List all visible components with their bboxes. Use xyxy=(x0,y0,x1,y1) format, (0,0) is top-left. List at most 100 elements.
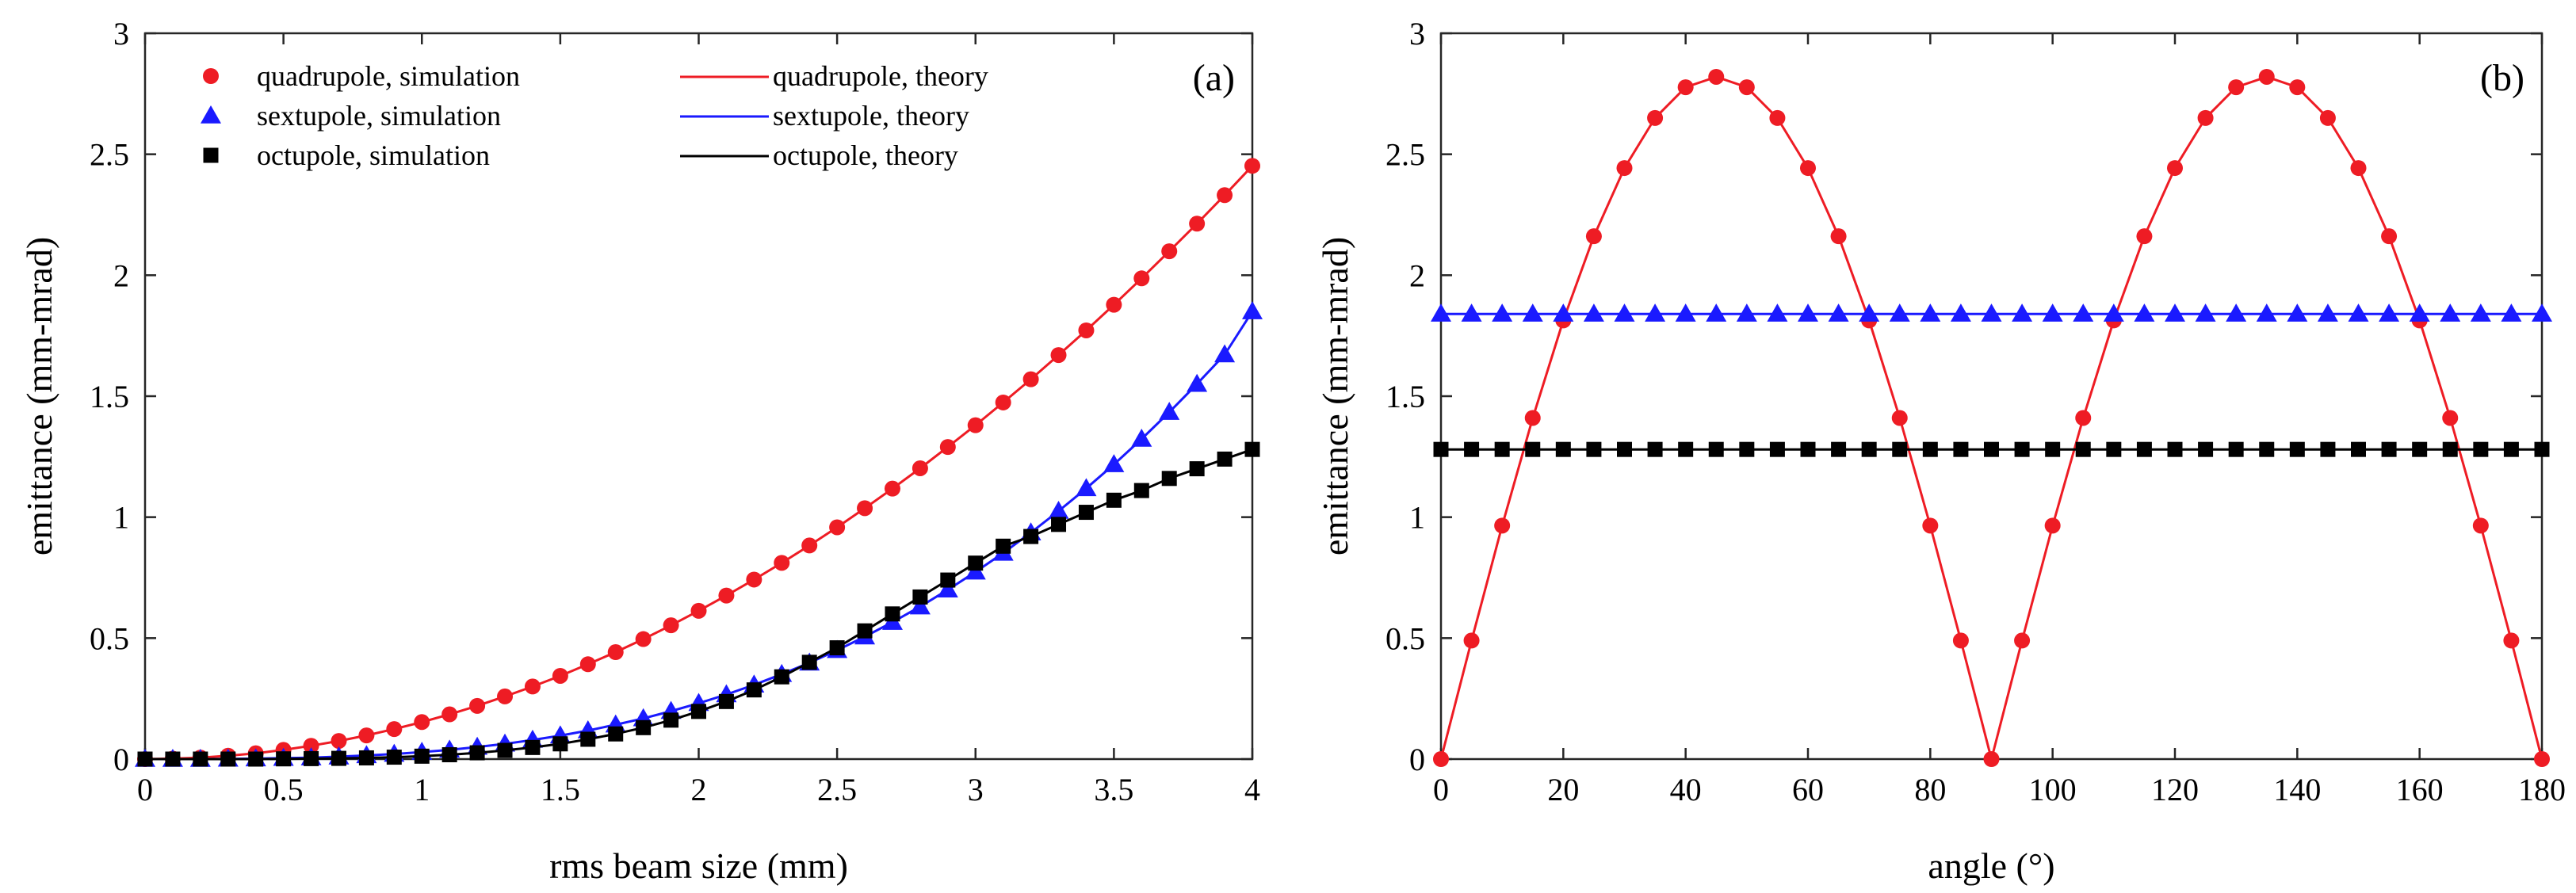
data-point-b-quadrupole-19 xyxy=(2014,632,2031,649)
data-point-b-octupole-17 xyxy=(1953,441,1969,457)
legend-label-a-1: sextupole, simulation xyxy=(257,100,501,132)
data-point-a-quadrupole-8 xyxy=(358,727,375,744)
data-point-a-octupole-19 xyxy=(663,712,679,728)
data-point-b-quadrupole-34 xyxy=(2472,517,2489,534)
data-point-a-octupole-14 xyxy=(525,739,541,755)
data-point-a-quadrupole-12 xyxy=(469,697,486,714)
data-point-a-octupole-3 xyxy=(220,751,236,767)
data-point-a-sextupole-40 xyxy=(1242,301,1263,319)
data-point-b-sextupole-27 xyxy=(2256,303,2277,322)
data-point-a-octupole-9 xyxy=(386,750,402,765)
data-point-b-sextupole-16 xyxy=(1920,303,1941,322)
data-point-b-sextupole-10 xyxy=(1736,303,1757,322)
data-point-b-octupole-19 xyxy=(2014,441,2030,457)
data-point-b-sextupole-22 xyxy=(2103,303,2124,322)
data-point-a-octupole-1 xyxy=(165,751,181,767)
data-point-b-quadrupole-1 xyxy=(1463,632,1480,649)
data-point-b-sextupole-36 xyxy=(2532,303,2552,322)
data-point-a-octupole-23 xyxy=(774,669,789,685)
data-point-b-octupole-30 xyxy=(2351,441,2366,457)
data-point-a-octupole-33 xyxy=(1051,517,1067,532)
data-point-b-quadrupole-6 xyxy=(1616,160,1633,177)
data-point-b-octupole-24 xyxy=(2167,441,2183,457)
panel-a: 0 0.5 1 1.5 2 2.5 3 3.5 4 0 0.5 1 1.5 2 2.5 3 rms beam s… xyxy=(19,16,1263,886)
data-point-b-sextupole-35 xyxy=(2501,303,2522,322)
data-point-b-sextupole-15 xyxy=(1889,303,1910,322)
data-point-a-octupole-27 xyxy=(885,606,900,622)
y-axis-title-b: emittance (mm-mrad) xyxy=(1315,237,1355,555)
data-point-b-sextupole-11 xyxy=(1767,303,1788,322)
data-point-b-quadrupole-5 xyxy=(1585,228,1602,245)
data-point-a-quadrupole-27 xyxy=(884,480,900,497)
data-point-b-octupole-21 xyxy=(2075,441,2091,457)
data-point-b-sextupole-8 xyxy=(1675,303,1696,322)
y-tick-label-b-0: 0 xyxy=(1409,742,1425,777)
data-point-b-sextupole-13 xyxy=(1828,303,1849,322)
data-point-b-octupole-2 xyxy=(1494,441,1510,457)
data-point-b-quadrupole-30 xyxy=(2350,160,2367,177)
x-tick-label-b-6: 120 xyxy=(2151,772,2199,807)
data-point-b-octupole-11 xyxy=(1769,441,1785,457)
data-point-a-sextupole-37 xyxy=(1159,402,1180,420)
data-point-b-octupole-18 xyxy=(1984,441,1999,457)
data-point-a-quadrupole-21 xyxy=(718,587,735,604)
y-tick-label-a-6: 3 xyxy=(113,16,129,52)
data-point-b-octupole-9 xyxy=(1708,441,1724,457)
data-point-b-sextupole-19 xyxy=(2012,303,2033,322)
data-point-b-sextupole-21 xyxy=(2073,303,2094,322)
data-point-b-quadrupole-7 xyxy=(1647,109,1664,126)
y-tick-label-a-2: 1 xyxy=(113,500,129,536)
data-point-a-octupole-6 xyxy=(304,750,319,766)
data-point-a-quadrupole-14 xyxy=(524,678,541,695)
data-point-b-sextupole-2 xyxy=(1492,303,1513,322)
data-point-a-quadrupole-9 xyxy=(386,721,403,738)
data-point-b-sextupole-23 xyxy=(2134,303,2155,322)
data-point-a-octupole-15 xyxy=(552,736,568,752)
data-point-a-octupole-29 xyxy=(940,572,956,588)
data-point-b-sextupole-1 xyxy=(1461,303,1482,322)
data-point-a-quadrupole-11 xyxy=(441,706,458,723)
data-point-b-sextupole-31 xyxy=(2379,303,2400,322)
data-point-b-quadrupole-36 xyxy=(2534,751,2550,767)
x-axis-title-b: angle (°) xyxy=(1928,845,2054,886)
data-point-b-quadrupole-33 xyxy=(2442,410,2459,426)
y-tick-label-b-4: 2 xyxy=(1409,258,1425,293)
data-point-a-octupole-5 xyxy=(276,751,292,767)
data-point-a-sextupole-34 xyxy=(1076,478,1097,497)
plot-frame-b xyxy=(1439,32,2544,761)
data-point-a-sextupole-33 xyxy=(1048,501,1069,519)
data-point-b-quadrupole-21 xyxy=(2075,410,2092,426)
data-point-b-octupole-4 xyxy=(1555,441,1571,457)
data-point-b-octupole-36 xyxy=(2534,441,2550,457)
data-point-a-octupole-40 xyxy=(1244,441,1260,457)
data-point-a-quadrupole-13 xyxy=(497,688,514,704)
data-point-b-octupole-25 xyxy=(2198,441,2214,457)
legend-a: quadrupole, simulation sextupole, simulat… xyxy=(201,60,988,171)
y-tick-label-a-5: 2.5 xyxy=(90,137,129,173)
data-point-a-octupole-2 xyxy=(193,751,208,767)
data-point-b-sextupole-34 xyxy=(2470,303,2491,322)
data-point-a-octupole-22 xyxy=(746,682,762,698)
data-point-b-quadrupole-9 xyxy=(1708,68,1725,85)
data-point-b-quadrupole-20 xyxy=(2044,517,2061,534)
legend-swatch-a-2 xyxy=(203,147,219,163)
y-tick-label-b-6: 3 xyxy=(1409,16,1425,52)
data-point-b-quadrupole-12 xyxy=(1800,160,1816,177)
x-tick-label-b-9: 180 xyxy=(2518,772,2566,807)
data-point-b-quadrupole-0 xyxy=(1433,751,1449,767)
data-point-b-octupole-31 xyxy=(2381,441,2397,457)
y-tick-label-a-1: 0.5 xyxy=(90,620,129,656)
data-point-b-sextupole-17 xyxy=(1950,303,1971,322)
data-point-a-octupole-13 xyxy=(497,742,513,758)
data-point-b-sextupole-28 xyxy=(2287,303,2308,322)
data-point-a-quadrupole-39 xyxy=(1217,187,1233,204)
data-point-a-sextupole-28 xyxy=(909,596,931,615)
data-point-a-octupole-11 xyxy=(441,747,457,763)
data-point-a-quadrupole-20 xyxy=(690,602,707,619)
data-point-b-sextupole-26 xyxy=(2226,303,2247,322)
data-point-b-quadrupole-26 xyxy=(2228,79,2245,96)
data-point-b-quadrupole-35 xyxy=(2503,632,2520,649)
data-point-b-octupole-33 xyxy=(2442,441,2458,457)
data-point-a-quadrupole-16 xyxy=(579,656,596,673)
data-point-b-quadrupole-23 xyxy=(2136,228,2153,245)
